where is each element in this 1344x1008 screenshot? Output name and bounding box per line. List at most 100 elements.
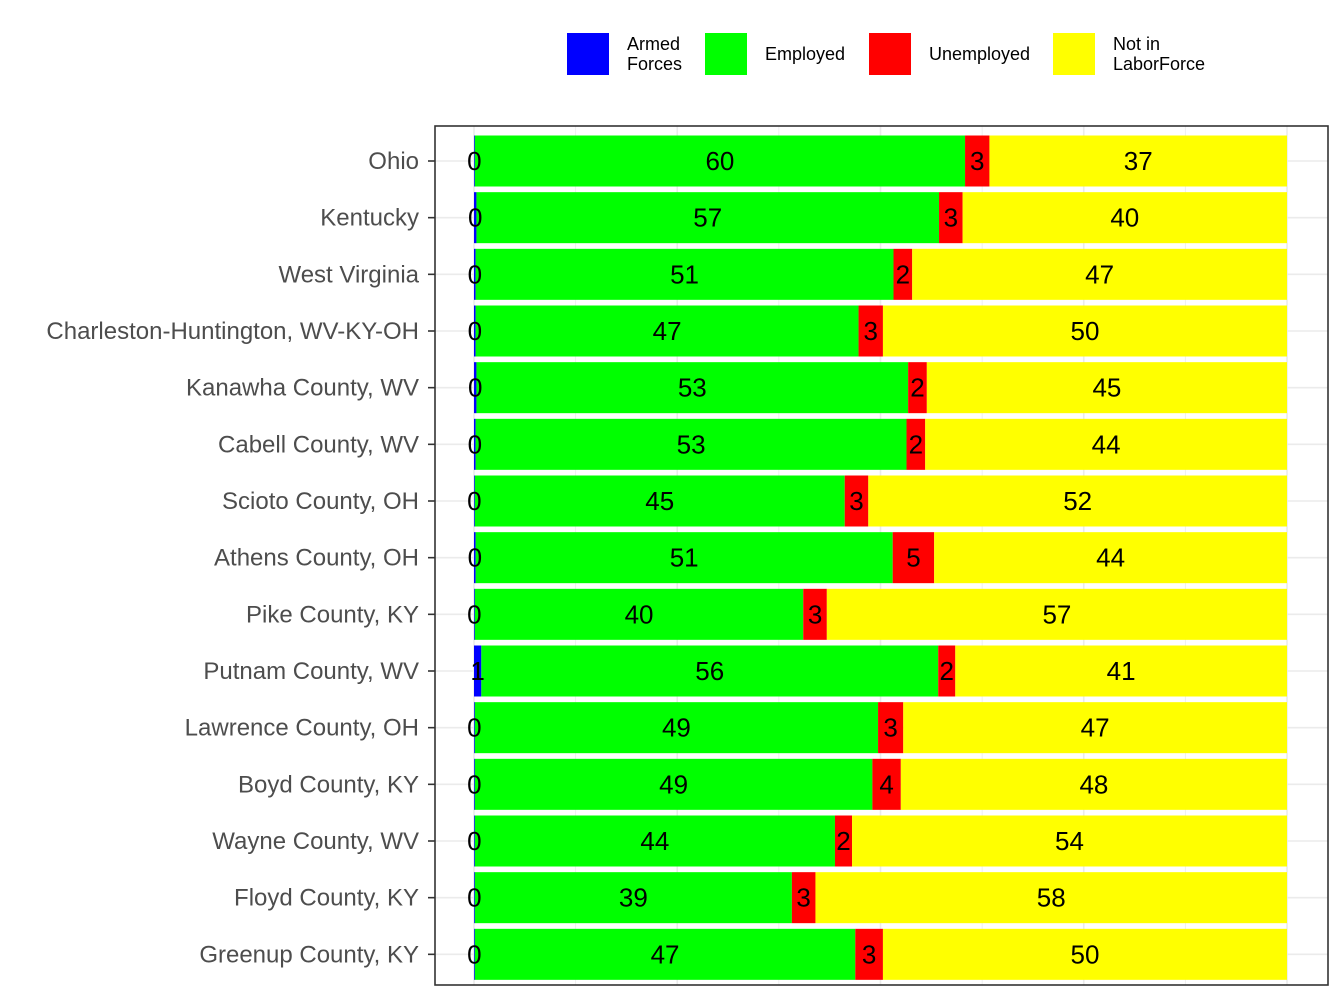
bar-label-armed-forces-ohio: 0 <box>467 146 481 176</box>
bar-label-employed-west-virginia: 51 <box>670 259 699 289</box>
bar-label-not-in-laborforce-ohio: 37 <box>1124 146 1153 176</box>
bar-segment-armed-forces-greenup-county-ky <box>474 928 475 980</box>
bar-label-unemployed-greenup-county-ky: 3 <box>862 939 876 969</box>
bar-label-unemployed-wayne-county-wv: 2 <box>836 826 850 856</box>
bar-segment-not-in-laborforce-athens-county-oh <box>934 532 1287 584</box>
bar-segment-employed-cabell-county-wv <box>475 418 907 470</box>
bar-segment-employed-wayne-county-wv <box>474 815 835 867</box>
bar-label-not-in-laborforce-kentucky: 40 <box>1110 203 1139 233</box>
panel-border <box>434 125 1329 986</box>
bar-segment-employed-lawrence-county-oh <box>474 702 879 754</box>
bar-segment-employed-ohio <box>474 135 966 187</box>
bar-segment-armed-forces-kanawha-county-wv <box>474 362 477 414</box>
bar-label-armed-forces-floyd-county-ky: 0 <box>467 883 481 913</box>
bar-segment-unemployed-greenup-county-ky <box>855 928 883 980</box>
y-axis: Ohio Kentucky West Virginia Charleston-Hunt… <box>46 148 435 968</box>
bar-label-employed-wayne-county-wv: 44 <box>640 826 669 856</box>
bar-segment-unemployed-wayne-county-wv <box>834 815 853 867</box>
bar-label-unemployed-floyd-county-ky: 3 <box>796 883 810 913</box>
bar-segment-not-in-laborforce-kentucky <box>962 192 1287 244</box>
bar-label-employed-ohio: 60 <box>705 146 734 176</box>
legend-label-armed-forces: Armed Forces <box>627 34 682 74</box>
bar-segment-not-in-laborforce-ohio <box>989 135 1287 187</box>
bar-segment-not-in-laborforce-pike-county-ky <box>826 588 1287 640</box>
bar-segment-unemployed-boyd-county-ky <box>872 758 901 810</box>
bar-segment-not-in-laborforce-putnam-county-wv <box>955 645 1287 697</box>
bar-segment-armed-forces-lawrence-county-oh <box>474 702 475 754</box>
bar-segment-unemployed-kanawha-county-wv <box>908 362 927 414</box>
bar-label-unemployed-west-virginia: 2 <box>896 259 910 289</box>
y-tick-label-pike-county-ky: Pike County, KY <box>246 601 419 628</box>
bar-label-not-in-laborforce-west-virginia: 47 <box>1085 259 1114 289</box>
bar-label-armed-forces-putnam-county-wv: 1 <box>470 656 484 686</box>
y-tick-label-kanawha-county-wv: Kanawha County, WV <box>186 375 419 402</box>
bar-label-unemployed-charleston-huntington-wv-ky-oh: 3 <box>864 316 878 346</box>
bar-labels: 0 60 3 370 57 3 400 51 2 470 47 3 500 53 2 450 53 2 440 45 3… <box>467 146 1153 969</box>
bar-label-not-in-laborforce-kanawha-county-wv: 45 <box>1092 373 1121 403</box>
bar-label-not-in-laborforce-pike-county-ky: 57 <box>1042 599 1071 629</box>
legend-key-armed-forces <box>567 33 609 75</box>
bar-segment-not-in-laborforce-lawrence-county-oh <box>903 702 1287 754</box>
bar-label-unemployed-lawrence-county-oh: 3 <box>883 713 897 743</box>
y-tick-label-cabell-county-wv: Cabell County, WV <box>218 431 419 458</box>
bar-segment-armed-forces-west-virginia <box>474 248 476 300</box>
bar-segment-armed-forces-charleston-huntington-wv-ky-oh <box>474 305 476 357</box>
bar-segment-unemployed-putnam-county-wv <box>938 645 956 697</box>
bar-label-armed-forces-pike-county-ky: 0 <box>467 599 481 629</box>
bar-segment-unemployed-charleston-huntington-wv-ky-oh <box>858 305 883 357</box>
bar-segment-employed-kanawha-county-wv <box>476 362 909 414</box>
y-tick-label-charleston-huntington-wv-ky-oh: Charleston-Huntington, WV-KY-OH <box>46 318 419 345</box>
bar-label-not-in-laborforce-boyd-county-ky: 48 <box>1079 769 1108 799</box>
bar-segment-not-in-laborforce-charleston-huntington-wv-ky-oh <box>882 305 1287 357</box>
legend: Armed Forces Employed Unemployed Not in Labor… <box>567 33 1205 75</box>
bar-label-not-in-laborforce-lawrence-county-oh: 47 <box>1081 713 1110 743</box>
bar-segment-employed-charleston-huntington-wv-ky-oh <box>475 305 859 357</box>
bar-label-armed-forces-lawrence-county-oh: 0 <box>467 713 481 743</box>
bar-label-employed-charleston-huntington-wv-ky-oh: 47 <box>653 316 682 346</box>
bar-label-unemployed-kanawha-county-wv: 2 <box>910 373 924 403</box>
bar-segment-employed-putnam-county-wv <box>481 645 939 697</box>
bar-label-unemployed-athens-county-oh: 5 <box>906 543 920 573</box>
bar-label-unemployed-boyd-county-ky: 4 <box>879 769 893 799</box>
bar-label-not-in-laborforce-athens-county-oh: 44 <box>1096 543 1125 573</box>
bar-label-unemployed-scioto-county-oh: 3 <box>849 486 863 516</box>
bar-label-armed-forces-charleston-huntington-wv-ky-oh: 0 <box>468 316 482 346</box>
bar-label-employed-greenup-county-ky: 47 <box>651 939 680 969</box>
bar-label-unemployed-kentucky: 3 <box>944 203 958 233</box>
legend-key-unemployed <box>869 33 911 75</box>
legend-key-not-in-laborforce <box>1053 33 1095 75</box>
bar-segment-employed-greenup-county-ky <box>474 928 856 980</box>
bar-segment-unemployed-west-virginia <box>893 248 913 300</box>
bar-segment-unemployed-athens-county-oh <box>892 532 935 584</box>
bar-segment-armed-forces-ohio <box>474 135 475 187</box>
bar-segment-armed-forces-wayne-county-wv <box>474 815 475 867</box>
bar-segment-armed-forces-putnam-county-wv <box>474 645 482 697</box>
bar-label-employed-lawrence-county-oh: 49 <box>662 713 691 743</box>
bar-segment-unemployed-kentucky <box>939 192 963 244</box>
bar-label-armed-forces-cabell-county-wv: 0 <box>468 429 482 459</box>
legend-label-not-in-laborforce: Not in LaborForce <box>1113 34 1205 74</box>
y-tick-label-kentucky: Kentucky <box>320 205 419 232</box>
legend-key-employed <box>705 33 747 75</box>
y-tick-label-athens-county-oh: Athens County, OH <box>214 545 419 572</box>
y-tick-label-floyd-county-ky: Floyd County, KY <box>234 885 419 912</box>
y-tick-label-greenup-county-ky: Greenup County, KY <box>199 941 419 968</box>
bar-label-employed-athens-county-oh: 51 <box>670 543 699 573</box>
bar-label-armed-forces-kanawha-county-wv: 0 <box>468 373 482 403</box>
bar-label-armed-forces-west-virginia: 0 <box>468 259 482 289</box>
bar-label-armed-forces-kentucky: 0 <box>468 203 482 233</box>
plot-area: 0 60 3 370 57 3 400 51 2 470 47 3 500 53 2 450 53 2 440 45 3… <box>434 125 1329 986</box>
bar-label-armed-forces-wayne-county-wv: 0 <box>467 826 481 856</box>
bar-label-unemployed-ohio: 3 <box>970 146 984 176</box>
bar-segment-armed-forces-boyd-county-ky <box>474 758 475 810</box>
bar-label-not-in-laborforce-scioto-county-oh: 52 <box>1063 486 1092 516</box>
bar-label-armed-forces-athens-county-oh: 0 <box>468 543 482 573</box>
bar-label-armed-forces-greenup-county-ky: 0 <box>467 939 481 969</box>
bars <box>474 135 1287 980</box>
bar-segment-not-in-laborforce-floyd-county-ky <box>815 872 1287 924</box>
y-tick-label-wayne-county-wv: Wayne County, WV <box>212 828 419 855</box>
y-tick-label-lawrence-county-oh: Lawrence County, OH <box>185 715 419 742</box>
bar-segment-unemployed-cabell-county-wv <box>906 418 926 470</box>
y-tick-label-west-virginia: West Virginia <box>278 261 419 288</box>
